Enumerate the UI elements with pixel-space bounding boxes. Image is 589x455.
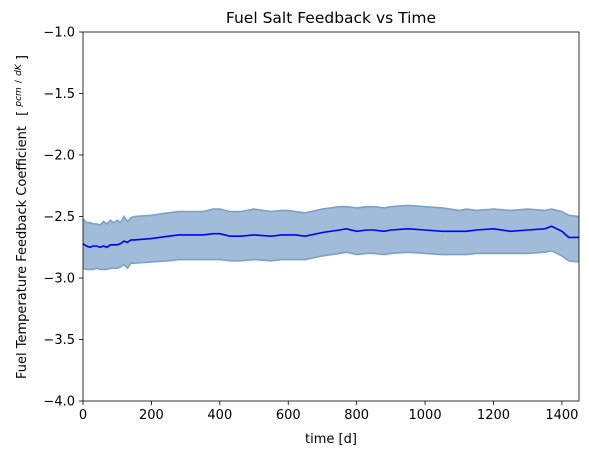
x-tick-label: 600 [276, 408, 301, 423]
x-tick-label: 1000 [409, 408, 442, 423]
x-tick-label: 1200 [477, 408, 510, 423]
y-tick-label: −1.5 [43, 87, 75, 102]
uncertainty-band [83, 205, 579, 270]
y-unit-denominator: dK [14, 63, 24, 76]
band-lower-edge [82, 250, 580, 271]
y-tick-label: −4.0 [43, 395, 75, 410]
y-axis-label: Fuel Temperature Feedback Coefficient [15, 126, 30, 379]
mean-line [82, 225, 579, 249]
x-tick-label: 800 [344, 408, 369, 423]
x-tick-label: 0 [79, 408, 87, 423]
x-tick-label: 400 [207, 408, 232, 423]
x-axis-ticks: 0 200 400 600 800 1000 1200 1400 [79, 401, 578, 423]
x-tick-label: 1400 [545, 408, 578, 423]
y-axis-label-group: Fuel Temperature Feedback Coefficient [ … [10, 55, 30, 379]
y-unit-numerator: pcm [14, 87, 24, 108]
y-tick-label: −2.5 [43, 210, 75, 225]
y-tick-label: −1.0 [43, 26, 75, 41]
svg-text:Fuel Temperature Feedback Coef: Fuel Temperature Feedback Coefficient [ … [10, 55, 30, 379]
y-tick-label: −3.0 [43, 272, 75, 287]
band-upper-edge [82, 204, 580, 227]
y-tick-label: −2.0 [43, 149, 75, 164]
x-axis-label: time [d] [305, 432, 357, 447]
x-tick-label: 200 [139, 408, 164, 423]
plot-area [82, 204, 580, 271]
y-tick-label: −3.5 [43, 333, 75, 348]
chart-title: Fuel Salt Feedback vs Time [226, 9, 436, 27]
y-axis-ticks: −4.0 −3.5 −3.0 −2.5 −2.0 −1.5 −1.0 [43, 26, 83, 410]
